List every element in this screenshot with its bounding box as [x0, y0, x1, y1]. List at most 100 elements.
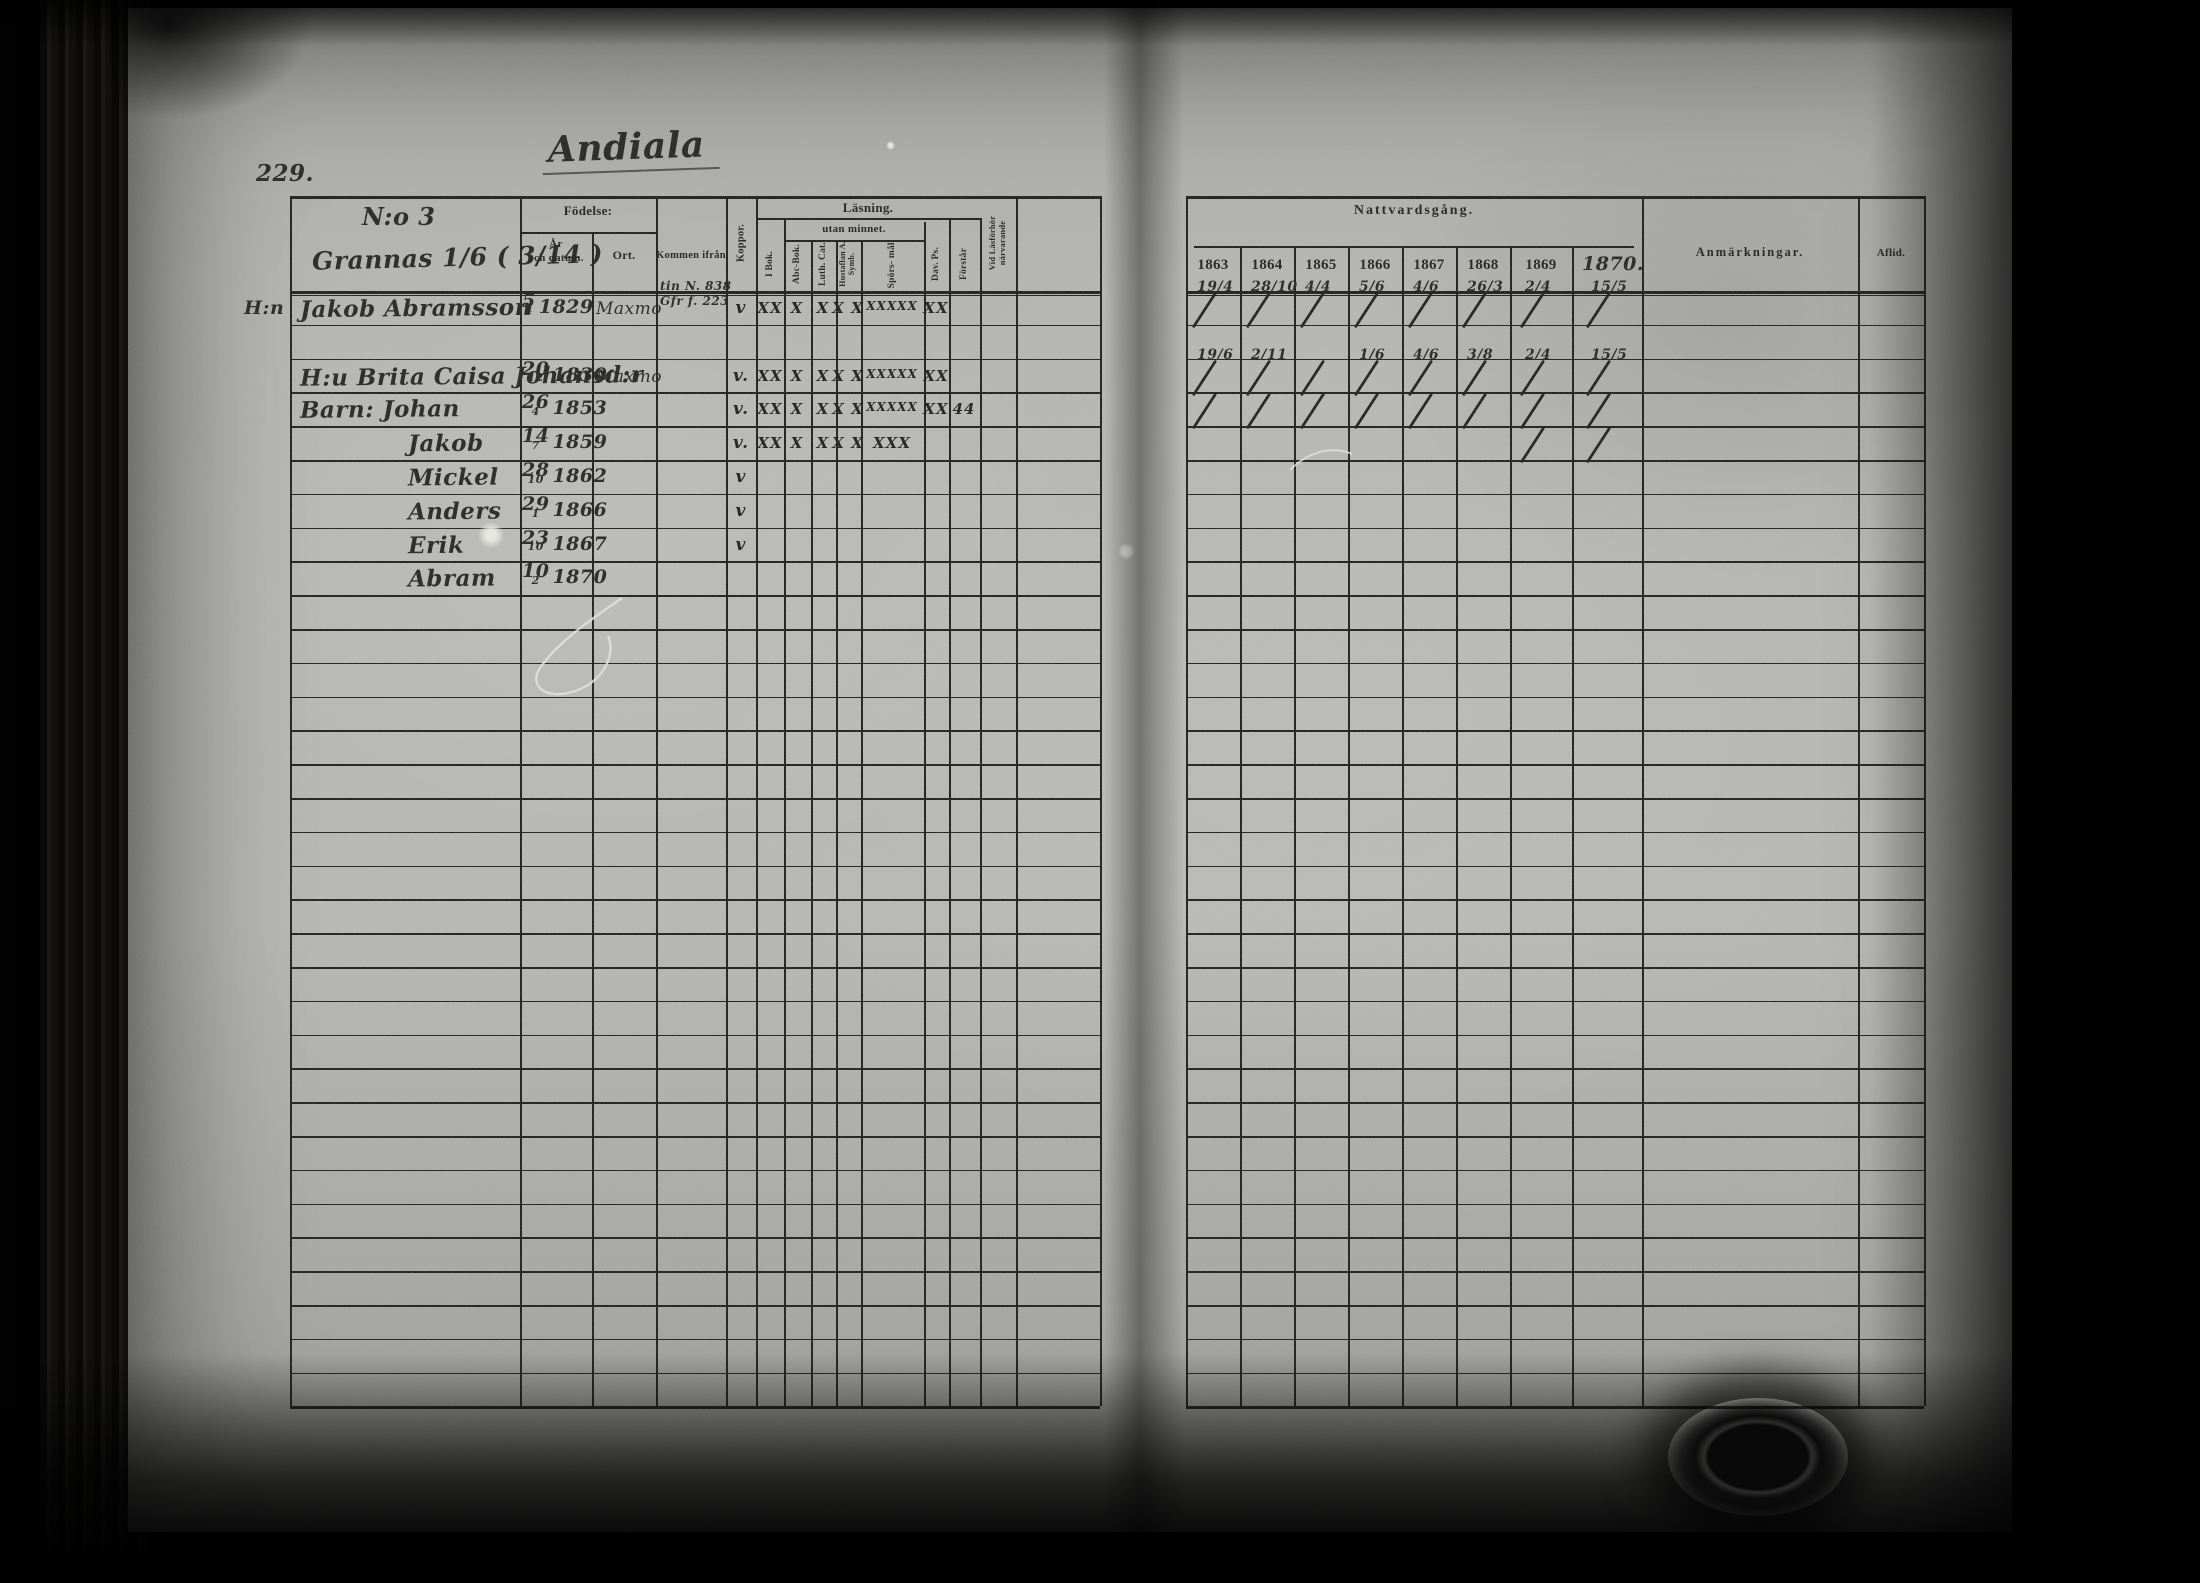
- row-line: [290, 1338, 1100, 1341]
- row-line: [1186, 426, 1924, 428]
- row-line: [290, 1000, 1100, 1003]
- grid-line-v: [811, 240, 813, 1407]
- birth-year-header: År: [549, 238, 563, 250]
- grid-line-v: [290, 196, 293, 1407]
- koppor-header: Koppor.: [735, 223, 747, 263]
- row-line: [1186, 629, 1924, 631]
- row-line: [1186, 696, 1924, 699]
- grid-line-v: [1858, 196, 1860, 1407]
- reading-mark: XXXXX: [866, 299, 918, 313]
- vaccination-mark: v: [735, 298, 747, 318]
- row-line: [290, 1406, 1100, 1409]
- row-line: [1186, 730, 1924, 733]
- birth-year: 1853: [552, 397, 608, 420]
- reading-mark: XX: [757, 299, 783, 317]
- row-line: [290, 1102, 1100, 1104]
- utan-minnet-header: utan minnet.: [822, 223, 886, 235]
- house-number: N:o 3: [362, 202, 436, 231]
- row-line: [1186, 967, 1924, 969]
- row-line: [1186, 1203, 1924, 1206]
- grid-line-v: [784, 218, 786, 1407]
- communion-date: 4/4: [1305, 279, 1332, 295]
- year-label: 1865: [1305, 257, 1337, 273]
- page-number: 229.: [256, 160, 315, 187]
- birth-day-month: 29 1: [522, 494, 549, 518]
- vaccination-mark: v: [735, 500, 747, 521]
- communion-date: 1/6: [1359, 346, 1386, 363]
- row-line: [290, 324, 1100, 327]
- row-line: [290, 1136, 1100, 1138]
- lasning-header: Läsning.: [842, 200, 894, 215]
- reading-mark: XXXXX: [866, 366, 918, 381]
- row-line: [1186, 561, 1924, 564]
- row-line: [1186, 1406, 1924, 1409]
- birth-year: 1867: [552, 532, 608, 555]
- communion-date: 5/6: [1359, 279, 1386, 295]
- row-line: [1186, 1169, 1924, 1172]
- reading-mark: X X: [832, 400, 864, 419]
- row-line: [1186, 1237, 1924, 1240]
- reading-mark: X X: [832, 299, 864, 317]
- row-line: [290, 1034, 1100, 1037]
- row-line: [290, 1305, 1100, 1307]
- reading-col-header: Spörs- mål.: [886, 239, 897, 289]
- come-from-note: Gfr f. 223: [660, 294, 730, 308]
- row-line: [290, 865, 1100, 868]
- row-line: [1186, 1136, 1924, 1138]
- communion-date: 2/4: [1525, 279, 1552, 295]
- birth-date: 26 4 1853: [522, 393, 608, 420]
- birth-date: 23 10 1867: [522, 528, 608, 555]
- communion-date: 28/10: [1251, 279, 1298, 295]
- communion-date: 3/8: [1467, 346, 1494, 363]
- row-line: [290, 1068, 1100, 1071]
- reading-mark: X: [790, 434, 804, 453]
- grid-line-v: [1016, 196, 1019, 1407]
- reading-mark: XXX: [873, 434, 911, 453]
- row-line: [290, 460, 1100, 462]
- row-line: [290, 662, 1100, 665]
- aflid-header: Aflid.: [1876, 247, 1906, 259]
- row-line: [1186, 933, 1924, 935]
- birth-year: 1870: [552, 566, 608, 589]
- reading-mark: XX: [757, 366, 783, 385]
- grid-line-v: [726, 196, 729, 1407]
- vaccination-mark: v: [735, 534, 747, 555]
- row-line: [290, 1372, 1100, 1375]
- person-name: Abram: [407, 564, 496, 593]
- row-line: [290, 629, 1100, 631]
- row-line: [290, 358, 1100, 361]
- anmarkningar-header: Anmärkningar.: [1695, 245, 1805, 259]
- row-line: [1186, 1068, 1924, 1071]
- row-marker: H:n: [244, 297, 285, 319]
- nattvardsgang-underline: [1194, 246, 1634, 249]
- reading-col-header: Luth. Cat.: [817, 242, 828, 286]
- row-line: [290, 595, 1100, 597]
- communion-date: 4/6: [1413, 346, 1440, 363]
- birth-year: 1829: [538, 296, 594, 318]
- paper-blemish: [478, 522, 504, 548]
- year-label: 1868: [1467, 257, 1499, 273]
- row-line: [290, 933, 1100, 935]
- table-top-rule: [290, 196, 1100, 199]
- row-line: [1186, 1338, 1924, 1341]
- row-line: [290, 426, 1100, 428]
- vaccination-mark: v.: [732, 365, 750, 386]
- birth-date: 28 10 1862: [522, 461, 607, 488]
- person-name: Anders: [407, 497, 502, 526]
- birth-date: 14 7 1859: [522, 427, 607, 454]
- reading-mark: XX: [757, 400, 783, 419]
- row-line: [1186, 899, 1924, 902]
- birth-place-value: Maxmo: [596, 366, 662, 387]
- row-line: [1186, 493, 1924, 496]
- grid-line-v: [980, 218, 982, 1407]
- reading-mark: X X: [832, 434, 864, 453]
- birth-date: 10 2 1870: [522, 562, 608, 589]
- row-line: [290, 1169, 1100, 1172]
- page-title: Andiala: [541, 122, 720, 176]
- birth-date: 5 4 1829: [522, 292, 594, 319]
- ledger-page-spread: [128, 8, 2012, 1532]
- row-line: [290, 798, 1100, 800]
- reading-col-header: Förstår: [958, 248, 969, 280]
